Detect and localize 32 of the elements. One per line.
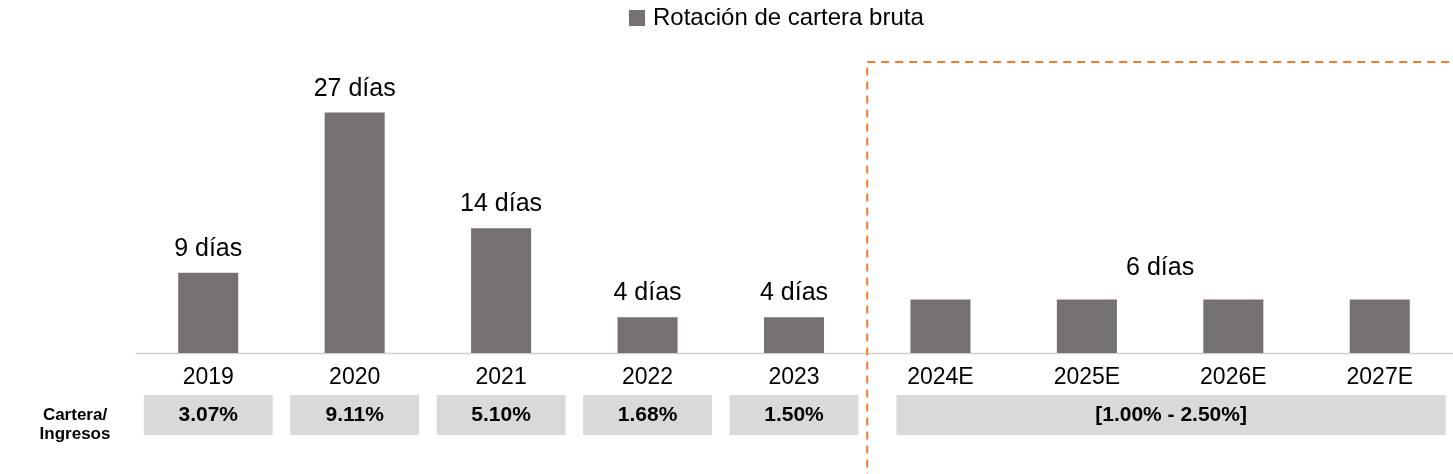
x-tick-label: 2022 (621, 362, 674, 389)
text: 3.07% (178, 402, 239, 425)
x-tick-label: 2020 (329, 362, 381, 389)
bar (763, 317, 825, 353)
legend-label: Rotación de cartera bruta (653, 3, 925, 30)
bar (617, 317, 678, 353)
text: 5.10% (471, 402, 532, 425)
x-tick-label: 2024E (907, 362, 974, 389)
text: [1.00% - 2.50%] (1095, 402, 1247, 425)
bar (1203, 299, 1264, 353)
bar (1349, 299, 1410, 353)
bar (910, 299, 971, 353)
x-tick-label: 2026E (1200, 362, 1267, 389)
bar (324, 112, 385, 353)
x-tick-label: 2027E (1346, 362, 1414, 389)
bar (1056, 299, 1117, 353)
data-label: 27 días (313, 72, 396, 101)
data-label: 4 días (613, 277, 682, 306)
text: 1.68% (617, 402, 678, 425)
x-tick-label: 2021 (475, 362, 527, 389)
bar (471, 228, 532, 353)
data-label: 4 días (759, 277, 829, 306)
bar (178, 272, 239, 353)
x-tick-label: 2023 (768, 362, 820, 389)
data-label: 14 días (460, 188, 543, 217)
text: 1.50% (764, 402, 825, 425)
data-label: 9 días (174, 232, 243, 261)
text: Cartera/ Ingresos (39, 405, 111, 443)
x-tick-label: 2019 (182, 362, 234, 389)
text: 9.11% (325, 402, 385, 425)
x-tick-label: 2025E (1053, 362, 1121, 389)
annotation: 6 días (1126, 251, 1195, 280)
